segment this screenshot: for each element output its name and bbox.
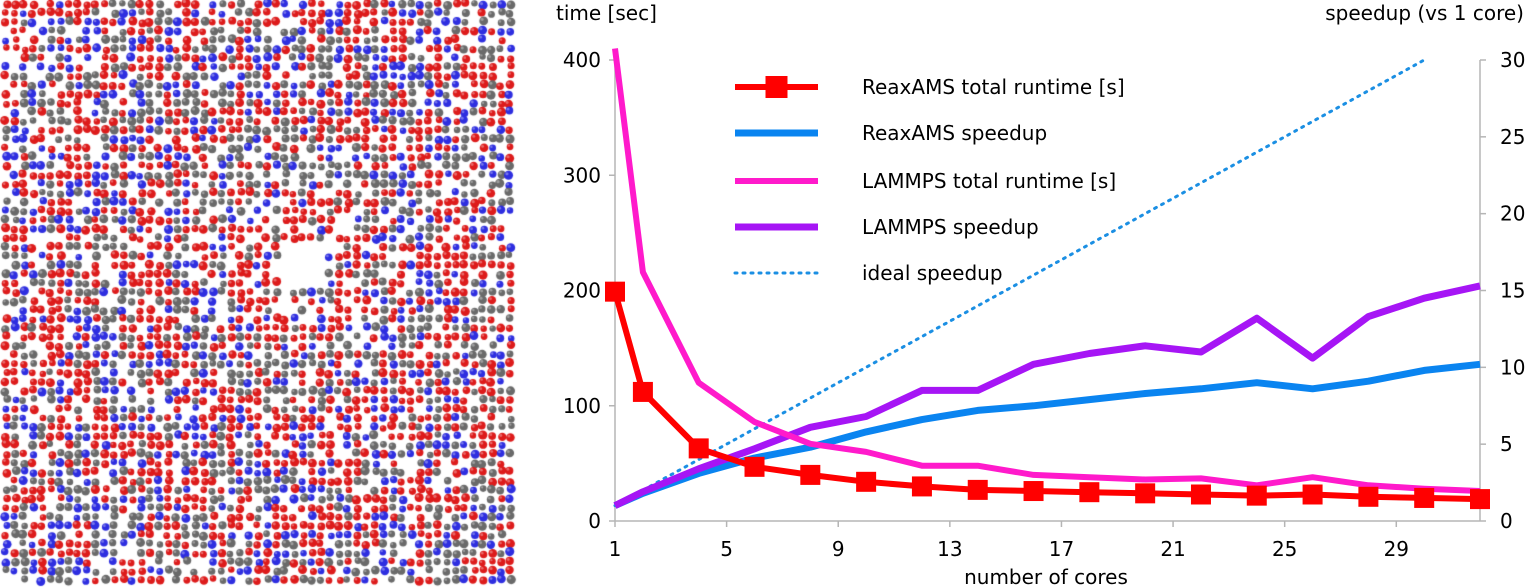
x-tick-label: 5 bbox=[720, 537, 733, 561]
x-tick-label: 25 bbox=[1272, 537, 1297, 561]
y-left-tick-label: 0 bbox=[588, 509, 601, 533]
x-tick-label: 29 bbox=[1384, 537, 1409, 561]
data-point-marker bbox=[800, 464, 821, 485]
legend-swatch-marker bbox=[765, 76, 788, 98]
series-line bbox=[613, 282, 1481, 509]
data-point-marker bbox=[967, 479, 988, 500]
series-group bbox=[605, 48, 1490, 510]
legend-item-ideal-speedup: ideal speedup bbox=[733, 261, 1003, 285]
y-right-tick-label: 30 bbox=[1500, 48, 1525, 72]
legend-label: ReaxAMS speedup bbox=[862, 121, 1047, 145]
legend: ReaxAMS total runtime [s] ReaxAMS speedup… bbox=[733, 75, 1125, 285]
x-axis-title: number of cores bbox=[964, 565, 1128, 588]
series-line bbox=[613, 58, 1426, 508]
legend-item-reaxams-total-runtime-s: ReaxAMS total runtime [s] bbox=[735, 75, 1125, 99]
y-axis-left: 0 100 200 300 400 bbox=[563, 48, 615, 533]
legend-label: LAMMPS total runtime [s] bbox=[862, 169, 1116, 193]
legend-item-lammps-speedup: LAMMPS speedup bbox=[735, 215, 1039, 239]
y-right-tick-label: 5 bbox=[1500, 432, 1513, 456]
data-point-marker bbox=[1358, 486, 1379, 507]
data-point-marker bbox=[1079, 482, 1100, 503]
y-axis-left-title: time [sec] bbox=[556, 1, 657, 25]
series-lammps-speedup bbox=[613, 282, 1481, 509]
data-point-marker bbox=[1302, 484, 1323, 505]
legend-item-lammps-total-runtime-s: LAMMPS total runtime [s] bbox=[735, 169, 1116, 193]
series-reaxams-total-runtime-s bbox=[605, 281, 1490, 510]
y-left-tick-label: 200 bbox=[563, 279, 601, 303]
x-tick-label: 13 bbox=[937, 537, 962, 561]
legend-label: ReaxAMS total runtime [s] bbox=[862, 75, 1125, 99]
x-tick-label: 9 bbox=[832, 537, 845, 561]
series-lammps-total-runtime-s bbox=[612, 48, 1481, 494]
y-axis-right-title: speedup (vs 1 core) bbox=[1325, 1, 1524, 25]
data-point-marker bbox=[688, 438, 709, 459]
x-axis: 1 5 9 13 17 21 25 29 bbox=[609, 521, 1409, 561]
molecular-crystal-image bbox=[0, 0, 520, 588]
data-point-marker bbox=[1135, 483, 1156, 504]
data-point-marker bbox=[1023, 481, 1044, 502]
data-point-marker bbox=[1470, 489, 1490, 510]
data-point-marker bbox=[632, 381, 653, 402]
series-ideal-speedup bbox=[613, 58, 1426, 508]
x-tick-label: 21 bbox=[1160, 537, 1185, 561]
legend-item-reaxams-speedup: ReaxAMS speedup bbox=[735, 121, 1047, 145]
y-right-tick-label: 25 bbox=[1500, 125, 1525, 149]
y-left-tick-label: 100 bbox=[563, 394, 601, 418]
y-axis-right: 0 5 10 15 20 25 30 bbox=[1480, 48, 1525, 533]
y-left-tick-label: 400 bbox=[563, 48, 601, 72]
data-point-marker bbox=[744, 456, 765, 477]
data-point-marker bbox=[1414, 487, 1435, 508]
series-line bbox=[612, 48, 1481, 494]
y-right-tick-label: 0 bbox=[1500, 509, 1513, 533]
data-point-marker bbox=[605, 281, 625, 302]
data-point-marker bbox=[856, 471, 877, 492]
x-tick-label: 17 bbox=[1049, 537, 1074, 561]
y-right-tick-label: 15 bbox=[1500, 279, 1525, 303]
data-point-marker bbox=[1190, 484, 1211, 505]
y-right-tick-label: 10 bbox=[1500, 355, 1525, 379]
legend-label: LAMMPS speedup bbox=[862, 215, 1039, 239]
y-left-tick-label: 300 bbox=[563, 163, 601, 187]
data-point-marker bbox=[911, 476, 932, 497]
x-tick-label: 1 bbox=[609, 537, 622, 561]
data-point-marker bbox=[1246, 485, 1267, 506]
y-right-tick-label: 20 bbox=[1500, 202, 1525, 226]
legend-label: ideal speedup bbox=[862, 261, 1003, 285]
